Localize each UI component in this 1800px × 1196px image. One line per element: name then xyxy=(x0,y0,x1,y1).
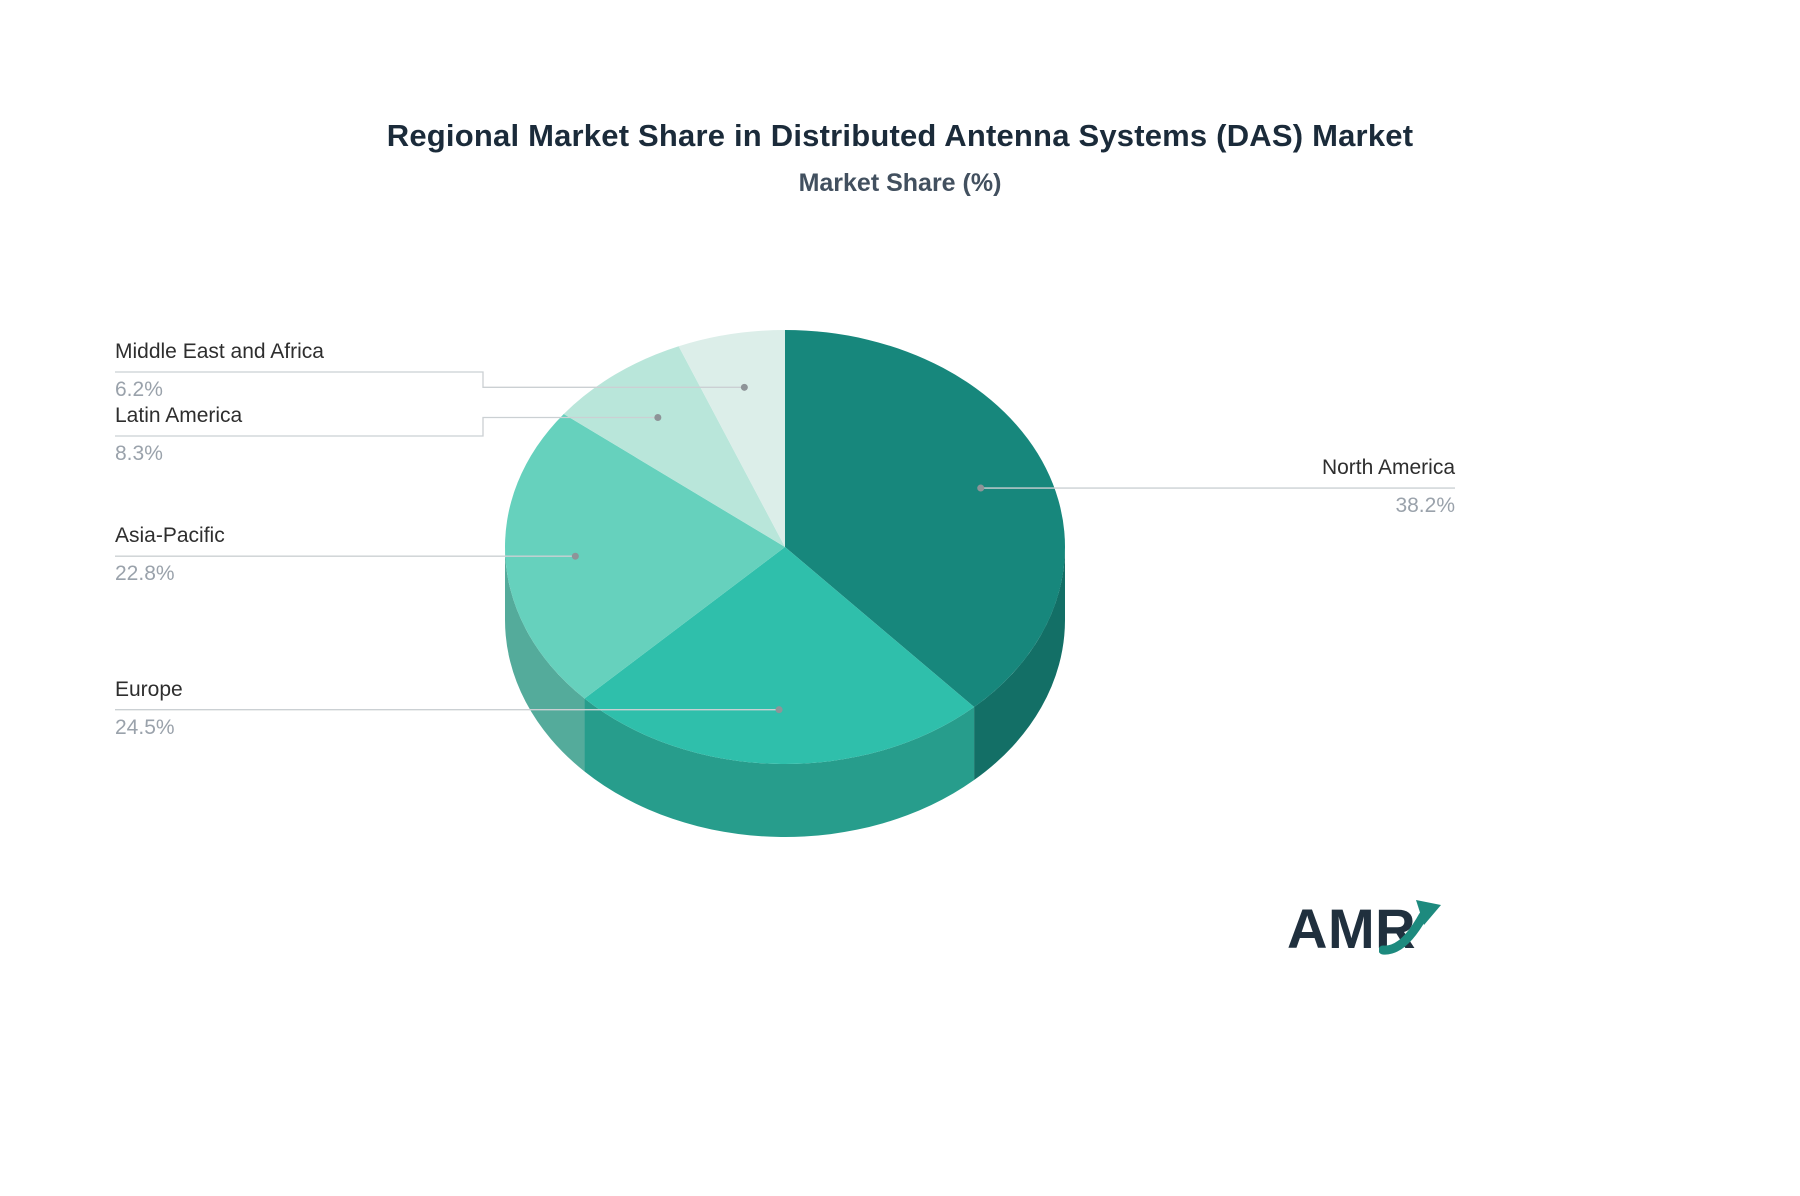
connector-dot-europe xyxy=(775,706,783,714)
pie-slice-latin-america[interactable] xyxy=(563,346,785,547)
slice-label-north-america: North America 38.2% xyxy=(1322,456,1455,518)
slice-percent: 6.2% xyxy=(115,378,163,401)
chart-title: Regional Market Share in Distributed Ant… xyxy=(386,118,1414,153)
slice-name: Middle East and Africa xyxy=(115,340,324,363)
pie-slice-side-asia-pacific xyxy=(505,547,585,772)
pie-slice-asia-pacific[interactable] xyxy=(504,413,785,699)
label-connector-middle-east-and-africa xyxy=(115,371,745,388)
slice-label-latin-america: Latin America 8.3% xyxy=(115,404,242,466)
slice-name: Europe xyxy=(115,678,183,701)
slice-name: Asia-Pacific xyxy=(115,524,225,547)
label-connector-latin-america xyxy=(115,416,658,437)
connector-dot-latin-america xyxy=(654,413,662,421)
slice-percent: 24.5% xyxy=(115,716,175,739)
slice-label-middle-east-and-africa: Middle East and Africa 6.2% xyxy=(115,340,324,402)
connector-dot-middle-east-and-africa xyxy=(740,383,748,391)
slice-percent: 38.2% xyxy=(1395,494,1455,517)
pie-slice-side-europe xyxy=(584,698,975,837)
arrow-swoosh xyxy=(1379,911,1428,955)
slice-percent: 22.8% xyxy=(115,562,175,585)
connector-dot-asia-pacific xyxy=(571,552,579,560)
slice-percent: 8.3% xyxy=(115,442,163,465)
slice-label-europe: Europe 24.5% xyxy=(115,678,183,740)
chart-subtitle: Market Share (%) xyxy=(798,169,1002,197)
pie-slice-side-north-america xyxy=(974,547,1065,781)
pie-slice-middle-east-and-africa[interactable] xyxy=(678,330,785,547)
slice-name: North America xyxy=(1321,456,1455,479)
amr-logo: AMR xyxy=(1287,896,1457,966)
connector-dot-north-america xyxy=(977,484,985,492)
pie-slice-north-america[interactable] xyxy=(785,330,1065,708)
arrow-head xyxy=(1416,900,1441,925)
slice-name: Latin America xyxy=(115,404,243,427)
slice-label-asia-pacific: Asia-Pacific 22.8% xyxy=(115,524,225,586)
growth-arrow-icon xyxy=(1379,900,1441,955)
